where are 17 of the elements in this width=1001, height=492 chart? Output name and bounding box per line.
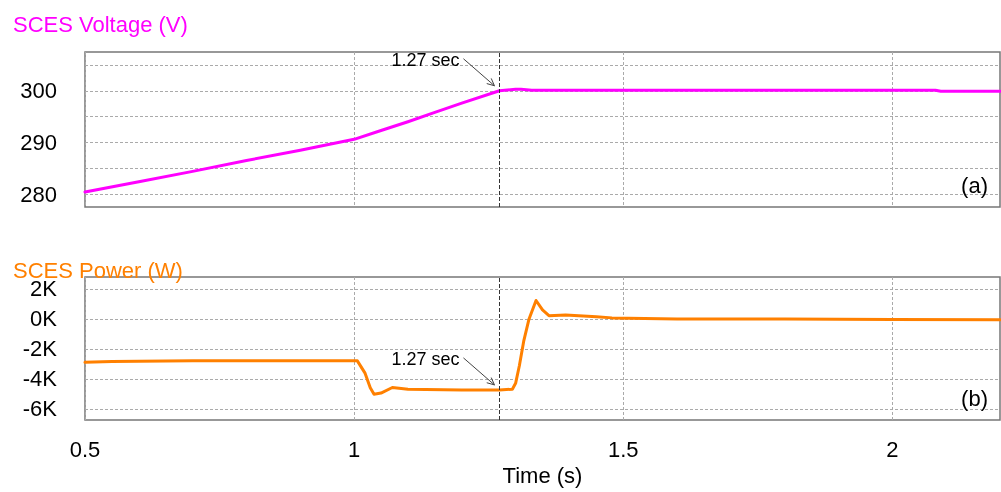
y-tick-label: -4K [22, 366, 58, 392]
x-tick-label: 0.5 [69, 436, 101, 462]
x-tick-label: 1 [347, 436, 361, 462]
annotation: 1.27 sec [391, 349, 460, 371]
annotation: (a) [961, 173, 988, 199]
annotation: (b) [961, 386, 988, 412]
chart-title: SCES Voltage (V) [13, 11, 188, 37]
y-tick-label: -6K [22, 396, 58, 422]
y-tick-label: 290 [20, 129, 57, 155]
x-axis-title: Time (s) [502, 463, 583, 489]
x-tick-label: 2 [886, 436, 899, 462]
x-tick-label: 1.5 [607, 436, 639, 462]
y-tick-label: 300 [20, 78, 57, 104]
y-tick-label: -2K [22, 336, 58, 362]
annotation: 1.27 sec [391, 50, 460, 72]
y-tick-label: 280 [20, 181, 57, 207]
y-tick-label: 0K [30, 306, 58, 332]
